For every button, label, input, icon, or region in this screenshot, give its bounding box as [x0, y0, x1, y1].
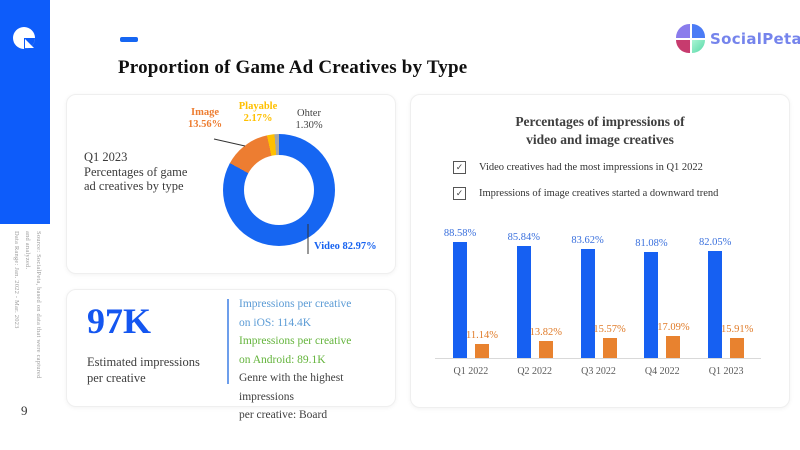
x-axis-tick-label: Q1 2023 [708, 366, 744, 377]
donut-card: Q1 2023 Percentages of game ad creatives… [66, 94, 396, 274]
page-number: 9 [21, 403, 28, 418]
image-bar: 15.57% [593, 324, 626, 359]
image-bar-value: 15.57% [593, 324, 626, 336]
bar-group-q1-2023: 82.05% 15.91% Q1 2023 [694, 237, 758, 377]
donut-label-image: Image 13.56% [187, 107, 223, 130]
stat-label: Estimated impressions per creative [87, 355, 200, 385]
donut-caption: Q1 2023 Percentages of game ad creatives… [84, 150, 188, 193]
x-axis-tick-label: Q1 2022 [453, 366, 489, 377]
x-axis-tick-label: Q4 2022 [644, 366, 680, 377]
video-bar-value: 82.05% [699, 236, 732, 248]
brand-logo: SocialPeta [676, 24, 800, 53]
checklist-item-text: Impressions of image creatives started a… [479, 188, 719, 199]
image-bar-value: 11.14% [466, 330, 498, 342]
image-bar-value: 17.09% [657, 322, 690, 334]
chart-title: Percentages of impressions of video and … [515, 114, 685, 147]
impressions-card: Percentages of impressions of video and … [410, 94, 790, 408]
image-bar-value: 15.91% [721, 324, 754, 335]
sidebar-accent-bar [0, 0, 50, 224]
brand-name: SocialPeta [710, 29, 800, 48]
donut-label-video: Video 82.97% [314, 241, 377, 252]
checkbox-checked-icon[interactable]: ✓ [453, 187, 466, 200]
bar-group-q2-2022: 85.84% 13.82% Q2 2022 [503, 232, 567, 377]
video-bar-value: 85.84% [507, 231, 540, 243]
checklist-item: ✓ Video creatives had the most impression… [453, 161, 773, 174]
stat-big-number: 97K [87, 301, 152, 341]
video-bar: 82.05% [699, 237, 731, 359]
socialpeta-mark-icon [13, 27, 35, 49]
bar-group-q4-2022: 81.08% 17.09% Q4 2022 [630, 238, 694, 377]
stat-detail-line: Impressions per creative on iOS: 114.4K [239, 298, 352, 329]
x-axis-tick-label: Q3 2022 [581, 366, 616, 377]
donut-chart [223, 134, 335, 246]
donut-label-playable: Playable 2.17% [238, 101, 278, 124]
video-bar: 83.62% [571, 235, 604, 359]
x-axis-line [435, 358, 761, 359]
video-bar: 88.58% [444, 228, 476, 359]
checklist: ✓ Video creatives had the most impression… [453, 161, 773, 213]
checklist-item: ✓ Impressions of image creatives started … [453, 187, 773, 200]
stat-divider [227, 299, 229, 384]
bar-chart: 88.58% 11.14% Q1 2022 85.84% 13.82% Q2 2022 83… [439, 228, 758, 377]
stat-card: 97K Estimated impressions per creative I… [66, 289, 396, 421]
video-bar-value: 88.58% [443, 228, 477, 240]
bar-group-q1-2022: 88.58% 11.14% Q1 2022 [439, 228, 503, 377]
video-bar: 81.08% [635, 238, 668, 359]
image-bar: 11.14% [466, 330, 498, 359]
video-bar: 85.84% [508, 232, 540, 359]
page-title: Proportion of Game Ad Creatives by Type [118, 57, 468, 78]
title-accent-dash [120, 37, 138, 42]
donut-hole [244, 155, 314, 225]
checklist-item-text: Video creatives had the most impressions… [479, 162, 703, 173]
socialpeta-logo-icon [676, 24, 705, 53]
stat-detail-line: Impressions per creative on Android: 89.… [239, 335, 352, 366]
image-bar: 17.09% [657, 322, 690, 359]
stat-details: Impressions per creative on iOS: 114.4K I… [239, 295, 395, 425]
checkbox-checked-icon[interactable]: ✓ [453, 161, 466, 174]
video-bar-value: 81.08% [635, 238, 668, 249]
video-bar-value: 83.62% [571, 234, 604, 246]
x-axis-tick-label: Q2 2022 [517, 366, 553, 377]
bar-group-q3-2022: 83.62% 15.57% Q3 2022 [567, 235, 631, 377]
image-bar-value: 13.82% [529, 326, 562, 338]
stat-detail-line: Genre with the highest impressions per c… [239, 372, 344, 421]
donut-label-other: Ohter 1.30% [295, 108, 323, 131]
source-note: Source: SocialPeta, based on data that w… [13, 231, 42, 379]
image-bar: 13.82% [530, 327, 562, 359]
image-bar: 15.91% [721, 324, 753, 359]
